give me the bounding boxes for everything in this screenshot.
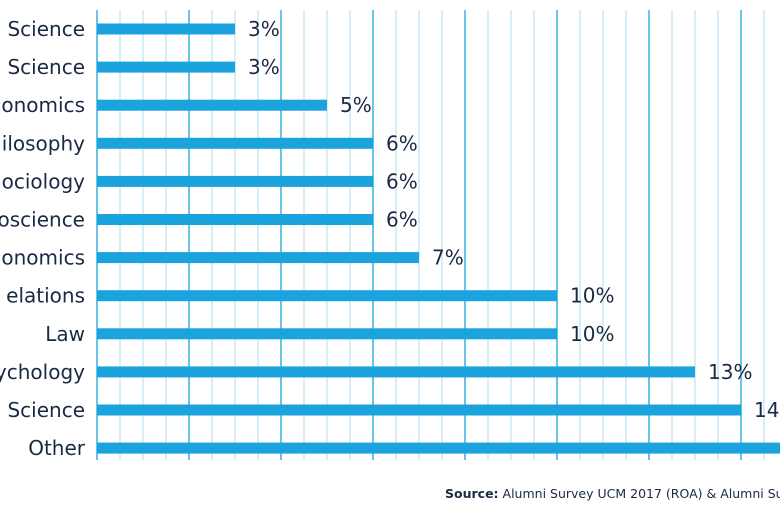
source-text: Alumni Survey UCM 2017 (ROA) & Alumni Su xyxy=(502,486,780,501)
value-label: 14 xyxy=(754,398,779,422)
category-label: Science xyxy=(7,55,85,79)
value-label: 6% xyxy=(386,208,418,232)
value-label: 6% xyxy=(386,169,418,193)
bar xyxy=(97,404,741,416)
value-label: 6% xyxy=(386,131,418,155)
source-note: Source: Alumni Survey UCM 2017 (ROA) & A… xyxy=(445,486,780,501)
bar xyxy=(97,328,557,340)
bar xyxy=(97,137,373,149)
category-label: onomics xyxy=(1,246,85,270)
value-label: 5% xyxy=(340,93,372,117)
value-label: 13% xyxy=(708,360,752,384)
value-label: 7% xyxy=(432,246,464,270)
bar xyxy=(97,252,419,264)
bar xyxy=(97,214,373,225)
bar xyxy=(97,61,235,73)
category-label: ociology xyxy=(2,169,86,193)
value-label: 10% xyxy=(570,322,614,346)
category-label: oscience xyxy=(0,208,85,232)
bars xyxy=(97,23,780,454)
bar xyxy=(97,175,373,187)
category-label: Law xyxy=(45,322,85,346)
category-label: Other xyxy=(28,436,86,460)
category-label: ilosophy xyxy=(2,131,85,155)
category-label: Science xyxy=(7,398,85,422)
bar xyxy=(97,99,327,111)
bar xyxy=(97,442,780,454)
grid-lines xyxy=(96,10,765,460)
category-label: Science xyxy=(7,17,85,41)
source-label: Source: xyxy=(445,486,499,501)
category-label: elations xyxy=(6,284,85,308)
value-label: 10% xyxy=(570,284,614,308)
bar xyxy=(97,23,235,35)
bar xyxy=(97,290,557,302)
value-label: 3% xyxy=(248,17,280,41)
bar xyxy=(97,366,695,378)
category-label: ychology xyxy=(0,360,85,384)
category-label: onomics xyxy=(1,93,85,117)
labels: Science 3% Science 3% onomics 5% ilosophy 6% oci… xyxy=(0,17,779,460)
value-label: 3% xyxy=(248,55,280,79)
